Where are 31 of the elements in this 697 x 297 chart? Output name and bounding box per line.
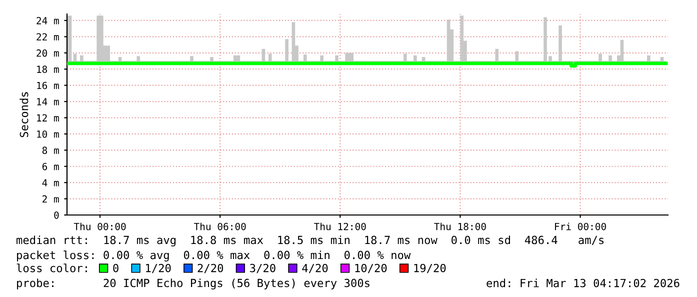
text: probe: 20 ICMP Echo Pings (56 Bytes) every 300s [17, 278, 370, 290]
x-tick-label: Thu 06:00 [194, 222, 246, 230]
y-tick-label: 20 m [36, 49, 59, 57]
y-tick-label: 18 m [37, 66, 59, 73]
legend-label: 19/20 [414, 264, 446, 274]
y-tick-label: 4 m [42, 179, 59, 186]
text: packet loss: 0.00 % avg 0.00 % max 0.00 % min 0.00 % now [17, 250, 411, 262]
legend-label: 10/20 [355, 264, 387, 274]
x-tick-label: Fri 00:00 [555, 222, 606, 230]
y-tick-label: 10 m [37, 130, 59, 138]
legend-label: 1/20 [146, 264, 171, 274]
text: median rtt: 18.7 ms avg 18.8 ms max 18.5 ms min 18.7 ms now 0.0 ms sd 486.4 am/s [16, 236, 604, 246]
y-axis-title: Seconds [20, 92, 28, 138]
y-tick-label: 24 m [36, 16, 59, 24]
y-tick-label: 12 m [37, 114, 59, 122]
legend-title: loss color: [16, 264, 87, 272]
legend-label: 2/20 [198, 264, 224, 274]
y-tick-label: 16 m [37, 82, 59, 90]
legend-label: 3/20 [250, 264, 276, 274]
legend-label: 4/20 [302, 264, 328, 274]
y-tick-label: 22 m [36, 33, 59, 40]
y-tick-label: 14 m [37, 98, 59, 106]
y-tick-label: 6 m [42, 162, 59, 170]
legend-label: 0 [113, 264, 118, 272]
y-tick-label: 2 m [42, 195, 59, 203]
text: end: Fri Mar 13 04:17:02 2026 [486, 278, 680, 288]
x-tick-label: Thu 18:00 [434, 222, 486, 230]
x-tick-label: Thu 00:00 [74, 222, 126, 230]
y-tick-label: 0 [54, 212, 59, 219]
y-tick-label: 8 m [42, 146, 59, 154]
x-tick-label: Thu 12:00 [314, 222, 366, 230]
